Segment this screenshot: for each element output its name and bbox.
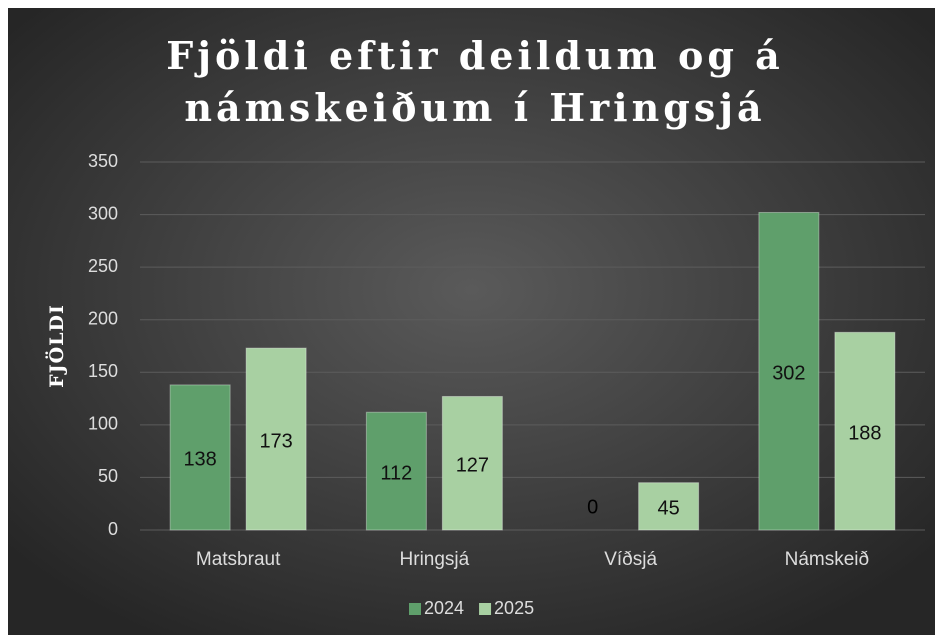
legend-label: 2025	[494, 598, 534, 618]
data-label: 302	[772, 363, 805, 385]
data-label: 0	[587, 496, 598, 518]
data-label: 188	[848, 422, 881, 444]
data-label: 173	[259, 430, 292, 452]
y-tick-label: 100	[88, 414, 118, 434]
data-label: 138	[183, 449, 216, 471]
bar	[245, 347, 307, 531]
bar	[441, 395, 503, 531]
x-tick-label: Námskeið	[785, 549, 869, 570]
chart-title: Fjöldi eftir deildum og á námskeiðum í H…	[166, 33, 784, 130]
bar	[834, 331, 896, 531]
y-tick-label: 50	[98, 466, 118, 486]
y-tick-label: 150	[88, 361, 118, 381]
legend-swatch	[409, 603, 421, 615]
y-tick-label: 350	[88, 151, 118, 171]
data-label: 112	[380, 462, 412, 484]
y-axis-label: FJÖLDI	[45, 304, 68, 388]
legend-label: 2024	[424, 598, 464, 618]
y-tick-label: 0	[108, 519, 118, 539]
x-tick-label: Hringsjá	[400, 549, 470, 570]
bar	[169, 384, 231, 531]
x-tick-label: Víðsjá	[604, 549, 657, 570]
y-tick-label: 250	[88, 256, 118, 276]
bar	[638, 482, 700, 531]
x-tick-label: Matsbraut	[196, 549, 281, 570]
y-tick-label: 200	[88, 308, 118, 328]
data-label: 45	[658, 498, 680, 520]
legend-swatch	[479, 603, 492, 615]
data-label: 127	[456, 455, 489, 477]
y-tick-label: 300	[88, 203, 118, 223]
bar	[758, 211, 820, 531]
bar	[365, 411, 427, 531]
